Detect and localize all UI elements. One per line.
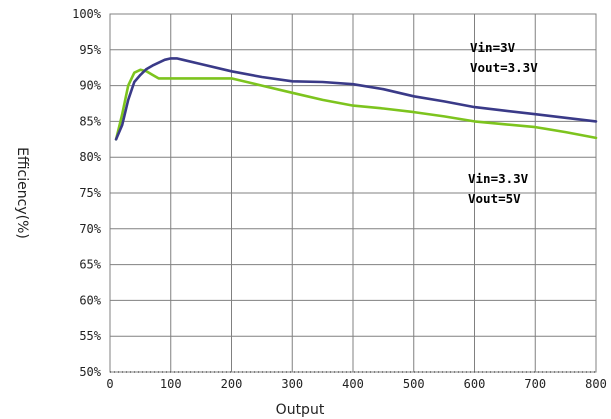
annotation-2-line-2: Vout=5V (468, 191, 521, 206)
y-tick-label: 75% (79, 186, 101, 200)
series-line-1 (114, 57, 598, 141)
y-tick-label: 100% (72, 7, 102, 21)
y-tick-label: 90% (79, 79, 101, 93)
y-tick-label: 65% (79, 258, 101, 272)
x-axis-label: Output (276, 402, 325, 418)
y-tick-label: 60% (79, 293, 101, 307)
annotation-2-line-1: Vin=3.3V (468, 171, 529, 186)
series-line-2 (114, 68, 598, 141)
x-tick-label: 400 (342, 377, 364, 391)
gridlines (110, 14, 596, 373)
x-tick-label: 100 (160, 377, 182, 391)
x-tick-label: 800 (585, 377, 607, 391)
x-tick-label: 600 (464, 377, 486, 391)
y-tick-label: 70% (79, 222, 101, 236)
y-tick-label: 95% (79, 43, 101, 57)
series-lines (114, 57, 598, 141)
y-axis-label: Efficiency(%) (14, 147, 30, 239)
annotation-series-2: Vin=3.3V Vout=5V (468, 171, 529, 206)
y-tick-label: 80% (79, 150, 101, 164)
annotation-1-line-2: Vout=3.3V (470, 60, 538, 75)
x-tick-label: 300 (281, 377, 303, 391)
x-tick-labels: 0 100 200 300 400 500 600 700 800 (106, 377, 606, 391)
x-tick-label: 500 (403, 377, 425, 391)
x-tick-label: 200 (221, 377, 243, 391)
y-tick-label: 50% (79, 365, 101, 379)
annotation-1-line-1: Vin=3V (470, 40, 516, 55)
x-tick-label: 700 (524, 377, 546, 391)
y-tick-label: 85% (79, 114, 101, 128)
y-tick-label: 55% (79, 329, 101, 343)
annotation-series-1: Vin=3V Vout=3.3V (470, 40, 538, 75)
y-tick-labels: 50% 55% 60% 65% 70% 75% 80% 85% 90% 95% 100% (72, 7, 102, 379)
x-tick-label: 0 (106, 377, 113, 391)
